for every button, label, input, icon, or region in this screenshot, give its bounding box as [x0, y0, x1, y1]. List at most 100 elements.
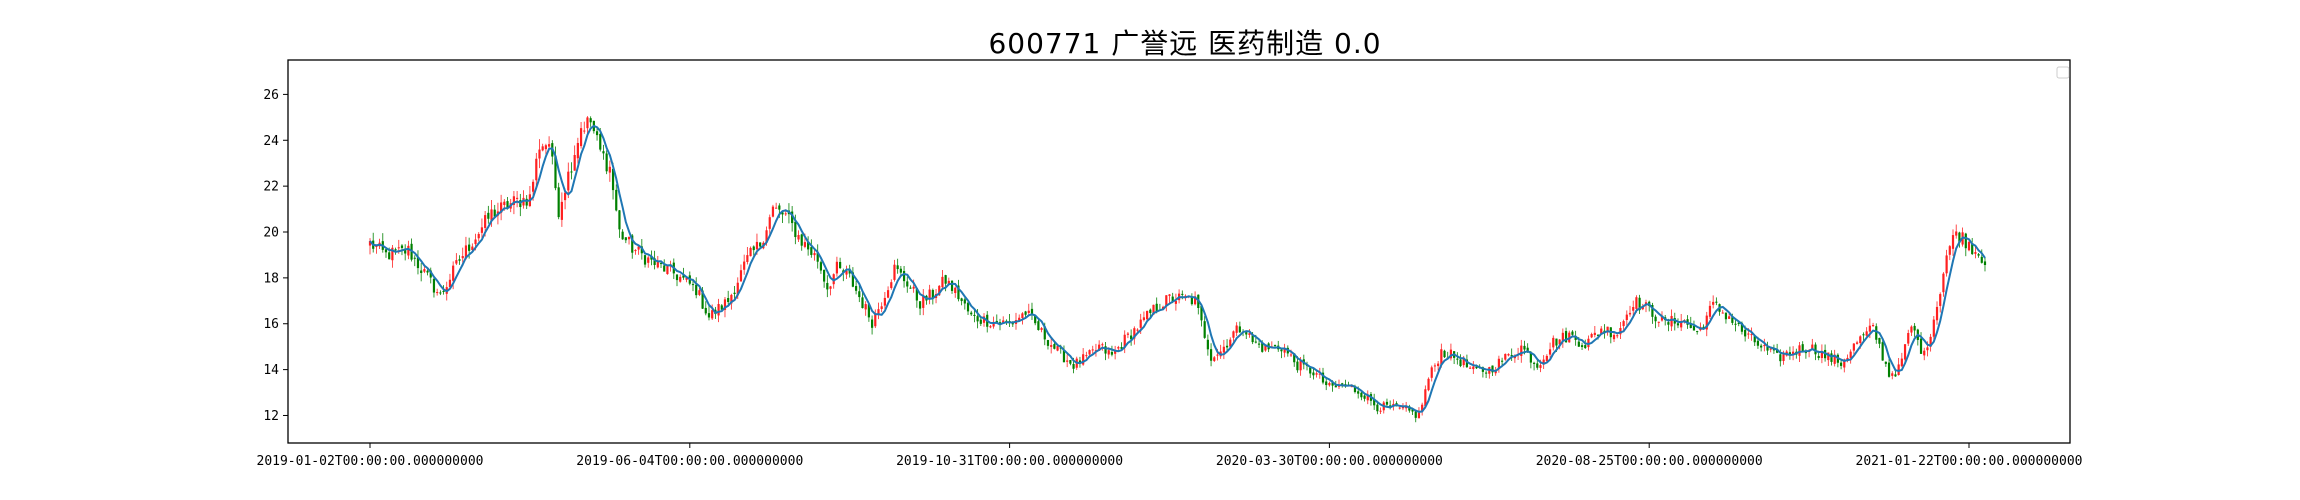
candle-body [1427, 378, 1430, 391]
candle-body [1504, 353, 1507, 360]
candle-body [1200, 305, 1203, 321]
candle-body [468, 244, 471, 251]
candle-body [1485, 372, 1488, 374]
candle-body [1644, 302, 1648, 305]
candle-body [1098, 344, 1101, 351]
candle-body [1814, 344, 1817, 355]
candle-body [1868, 325, 1871, 332]
candle-body [576, 142, 579, 159]
candle-body [679, 276, 682, 282]
candle-body [1136, 329, 1139, 331]
candle-body [448, 279, 452, 288]
candle-body [624, 237, 627, 241]
candle-body [1919, 338, 1923, 354]
candle-body [1923, 350, 1926, 356]
candle-body [781, 212, 784, 215]
candle-body [1760, 345, 1763, 348]
candle-body [1411, 409, 1414, 412]
candle-body [1753, 336, 1756, 343]
candle-body [1053, 344, 1056, 349]
y-tick-label: 12 [263, 409, 279, 424]
candle-body [1929, 336, 1932, 347]
candle-body [663, 265, 666, 272]
candle-body [1245, 332, 1248, 335]
candle-body [1776, 349, 1779, 353]
candle-body [1728, 316, 1731, 319]
candle-body [1325, 381, 1328, 386]
candle-body [666, 265, 669, 275]
candle-body [1561, 332, 1564, 341]
candle-body [461, 256, 464, 259]
candle-body [1782, 354, 1785, 361]
candle-body [1955, 231, 1958, 236]
candle-body [1401, 407, 1405, 409]
candle-body [1900, 358, 1903, 367]
candle-body [1635, 297, 1638, 309]
candle-body [1590, 334, 1593, 338]
candle-body [474, 239, 477, 245]
candle-body [1744, 329, 1747, 337]
candle-body [1206, 339, 1209, 350]
candle-body [1321, 372, 1325, 383]
candle-body [695, 284, 698, 296]
candle-body [1705, 315, 1708, 330]
candle-body [682, 275, 685, 278]
candle-body [743, 261, 746, 270]
candle-body [544, 145, 547, 150]
candle-body [1833, 354, 1836, 364]
candle-body [739, 270, 743, 282]
candle-body [723, 299, 727, 310]
y-tick-label: 22 [263, 180, 279, 195]
candle-body [928, 289, 931, 299]
candle-body [800, 234, 803, 246]
candle-body [595, 131, 599, 136]
candle-body [938, 285, 941, 296]
candle-body [567, 171, 570, 191]
candle-body [439, 292, 442, 294]
candle-body [778, 205, 781, 210]
candle-body [1149, 309, 1152, 314]
candle-body [634, 250, 637, 252]
candle-body [1379, 410, 1382, 412]
candle-body [1849, 351, 1852, 358]
candle-body [1948, 246, 1951, 255]
candle-body [1884, 361, 1887, 364]
candle-body [1123, 334, 1126, 348]
candle-body [493, 209, 496, 217]
candle-body [1414, 411, 1417, 418]
candle-body [611, 168, 615, 191]
candle-body [1702, 326, 1705, 328]
candle-body [989, 326, 992, 328]
y-tick-label: 16 [263, 317, 279, 332]
candle-body [1763, 345, 1766, 347]
candle-body [1667, 322, 1670, 325]
candle-body [835, 261, 839, 274]
candle-body [1859, 336, 1862, 344]
candle-body [429, 270, 432, 278]
candle-body [1299, 360, 1302, 371]
candle-body [1584, 345, 1587, 349]
candle-body [1209, 349, 1213, 361]
candle-body [643, 255, 647, 265]
candle-body [1085, 355, 1088, 357]
candle-body [1082, 354, 1085, 365]
candle-body [436, 292, 439, 294]
candle-body [1593, 332, 1596, 335]
candle-body [1804, 352, 1808, 354]
candle-body [1107, 350, 1110, 355]
candle-body [1475, 366, 1478, 369]
candle-body [829, 286, 832, 289]
candle-body [1967, 241, 1971, 251]
candle-body [1440, 349, 1443, 365]
candle-body [1878, 337, 1881, 344]
candle-body [1654, 316, 1657, 322]
candle-body [867, 304, 870, 318]
candle-body [1229, 339, 1232, 347]
candle-body [525, 198, 528, 206]
candle-body [516, 197, 519, 199]
candle-body [1529, 352, 1532, 363]
candle-body [1977, 254, 1980, 256]
candle-body [1907, 333, 1910, 344]
candle-body [823, 269, 826, 282]
candle-body [1580, 345, 1584, 347]
